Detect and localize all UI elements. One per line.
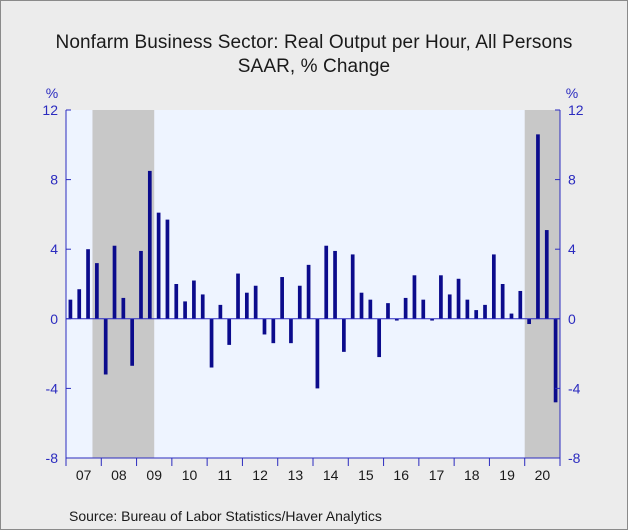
bar — [68, 299, 73, 319]
bar — [333, 250, 337, 319]
bar — [86, 249, 90, 319]
bar — [209, 318, 214, 368]
y-tick-label-right: -4 — [568, 380, 581, 396]
bar — [218, 304, 223, 319]
bar — [139, 250, 143, 319]
bar — [544, 230, 549, 319]
x-tick-label: 19 — [499, 467, 515, 483]
bar — [465, 299, 470, 319]
bar — [324, 245, 329, 319]
bar — [439, 275, 443, 319]
bar — [112, 245, 117, 319]
bar — [236, 273, 240, 319]
y-tick-label-left: 0 — [50, 311, 58, 327]
bar — [165, 219, 170, 319]
bar — [147, 170, 152, 319]
bar — [483, 304, 487, 319]
bar — [192, 280, 196, 319]
bar — [403, 297, 408, 319]
bar — [491, 254, 496, 319]
bar — [456, 278, 461, 319]
bar — [377, 318, 382, 358]
y-tick-label-right: 8 — [568, 172, 576, 188]
bar — [368, 299, 373, 319]
x-tick-label: 09 — [146, 467, 162, 483]
bar — [553, 318, 558, 403]
bar — [350, 254, 355, 319]
x-tick-label: 11 — [218, 467, 233, 483]
bar — [174, 284, 179, 319]
y-tick-label-right: -8 — [568, 450, 581, 466]
bar — [297, 285, 302, 319]
y-tick-label-left: 12 — [42, 102, 58, 118]
x-tick-label: 08 — [111, 467, 127, 483]
bar — [289, 318, 293, 344]
y-tick-label-left: 8 — [50, 172, 58, 188]
recession-band — [524, 110, 560, 458]
x-tick-label: 16 — [393, 467, 409, 483]
x-tick-label: 07 — [76, 467, 92, 483]
bar — [386, 303, 390, 319]
bar — [95, 263, 99, 319]
bar — [474, 310, 479, 319]
bar — [253, 285, 258, 319]
bar — [183, 301, 187, 319]
bar — [342, 318, 346, 352]
chart-title: Nonfarm Business Sector: Real Output per… — [55, 32, 573, 53]
bar — [130, 318, 135, 366]
bar — [280, 277, 284, 319]
bar — [536, 134, 540, 319]
x-tick-label: 20 — [535, 467, 551, 483]
bar — [121, 297, 126, 319]
bar — [262, 318, 267, 335]
chart-subtitle: SAAR, % Change — [237, 56, 391, 77]
y-tick-label-left: 4 — [50, 241, 58, 257]
bar — [509, 313, 514, 319]
x-tick-label: 14 — [323, 467, 339, 483]
x-tick-label: 12 — [252, 467, 268, 483]
bar — [200, 294, 205, 319]
bar — [500, 284, 505, 319]
bar — [77, 289, 82, 319]
source-note: Source: Bureau of Labor Statistics/Haver… — [69, 508, 382, 524]
x-tick-label: 13 — [288, 467, 304, 483]
bar — [315, 318, 320, 389]
bar — [430, 318, 434, 321]
bar — [518, 290, 523, 319]
bar — [421, 299, 426, 319]
y-unit-label-right: % — [566, 85, 578, 101]
y-tick-label-right: 0 — [568, 311, 576, 327]
bar — [447, 294, 452, 319]
y-unit-label-left: % — [46, 85, 58, 101]
bar — [412, 275, 417, 319]
bar — [527, 318, 531, 325]
y-tick-label-right: 12 — [568, 102, 584, 118]
x-tick-label: 18 — [464, 467, 480, 483]
y-tick-label-right: 4 — [568, 241, 576, 257]
bar — [156, 212, 161, 319]
x-tick-label: 17 — [429, 467, 445, 483]
bar — [394, 318, 399, 321]
recession-band — [92, 110, 155, 458]
bar — [271, 318, 276, 344]
bar — [244, 292, 249, 319]
x-tick-label: 15 — [358, 467, 374, 483]
y-tick-label-left: -4 — [46, 380, 59, 396]
bar — [227, 318, 232, 345]
bar — [359, 292, 364, 319]
x-tick-label: 10 — [182, 467, 198, 483]
bar — [306, 264, 311, 319]
bar — [103, 318, 108, 375]
y-tick-label-left: -8 — [46, 450, 59, 466]
